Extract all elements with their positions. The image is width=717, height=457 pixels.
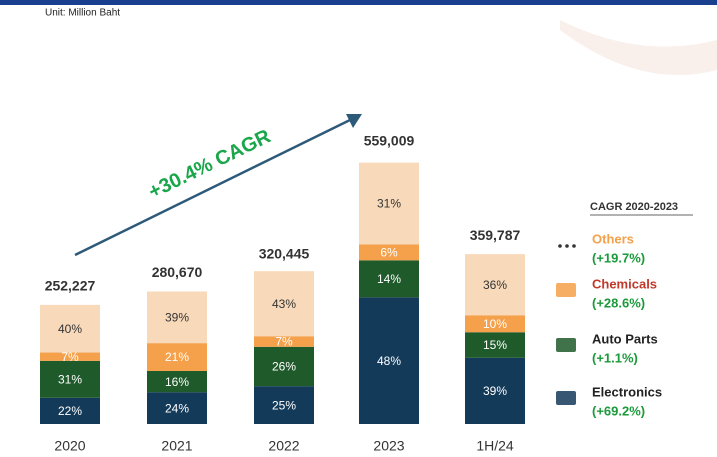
- bar-segment: [147, 343, 207, 371]
- decoration: [560, 20, 717, 75]
- segment-label: 39%: [483, 384, 507, 398]
- bar-segment: [465, 315, 525, 333]
- segment-label: 48%: [377, 354, 401, 368]
- legend-name: Electronics: [592, 384, 662, 399]
- segment-label: 14%: [377, 272, 401, 286]
- legend-note: (+69.2%): [592, 403, 645, 418]
- bar-segment: [254, 336, 314, 347]
- legend-icon: [556, 391, 576, 405]
- legend-icon: [556, 283, 576, 297]
- total-label: 320,445: [259, 245, 310, 261]
- total-label: 252,227: [45, 278, 96, 294]
- x-tick-label: 2022: [268, 438, 299, 454]
- arrow: [74, 118, 351, 257]
- bar-segment: [147, 392, 207, 424]
- segment-label: 10%: [483, 317, 507, 331]
- segment-label: 7%: [275, 335, 293, 349]
- total-label: 359,787: [470, 227, 521, 243]
- bar-segment: [359, 244, 419, 261]
- bar-segment: [40, 397, 100, 424]
- bar-segment: [254, 386, 314, 424]
- x-tick-label: 1H/24: [476, 438, 514, 454]
- bar-segment: [40, 352, 100, 361]
- segment-label: 22%: [58, 404, 82, 418]
- bar-segment: [359, 297, 419, 424]
- cagr-annotation: +30.4% CAGR: [145, 125, 275, 203]
- bar-segment: [254, 271, 314, 337]
- segment-label: 31%: [58, 373, 82, 387]
- unit-label: Unit: Million Baht: [45, 8, 120, 19]
- segment-label: 6%: [380, 246, 398, 260]
- bar-segment: [147, 291, 207, 344]
- segment-label: 31%: [377, 197, 401, 211]
- x-tick-label: 2021: [161, 438, 192, 454]
- x-tick-label: 2023: [373, 438, 404, 454]
- total-label: 280,670: [152, 264, 203, 280]
- legend-name: Chemicals: [592, 276, 657, 291]
- bar-segment: [359, 162, 419, 245]
- legend-icon: [556, 338, 576, 352]
- segment-label: 7%: [61, 350, 79, 364]
- legend-name: Others: [592, 231, 634, 246]
- legend-dot: [558, 244, 562, 248]
- legend-dot: [572, 244, 576, 248]
- bar-segment: [40, 360, 100, 398]
- bar-segment: [465, 254, 525, 316]
- bar-segment: [359, 260, 419, 298]
- segment-label: 36%: [483, 278, 507, 292]
- segment-label: 24%: [165, 401, 189, 415]
- legend-name: Auto Parts: [592, 331, 658, 346]
- legend-dot: [565, 244, 569, 248]
- segment-label: 21%: [165, 350, 189, 364]
- segment-label: 40%: [58, 322, 82, 336]
- x-tick-label: 2020: [54, 438, 85, 454]
- segment-label: 15%: [483, 338, 507, 352]
- segment-label: 16%: [165, 375, 189, 389]
- segment-label: 25%: [272, 398, 296, 412]
- segment-label: 26%: [272, 360, 296, 374]
- bar-segment: [465, 332, 525, 358]
- bar-segment: [465, 357, 525, 424]
- legend-note: (+1.1%): [592, 350, 638, 365]
- arrow-head: [346, 114, 362, 128]
- segment-label: 43%: [272, 297, 296, 311]
- total-label: 559,009: [364, 133, 415, 149]
- legend-note: (+28.6%): [592, 295, 645, 310]
- bar-segment: [147, 370, 207, 393]
- legend-title: CAGR 2020-2023: [590, 201, 678, 213]
- segment-label: 39%: [165, 310, 189, 324]
- bar-segment: [40, 304, 100, 353]
- top-strip: [0, 0, 717, 5]
- bar-segment: [254, 346, 314, 387]
- legend-note: (+19.7%): [592, 250, 645, 265]
